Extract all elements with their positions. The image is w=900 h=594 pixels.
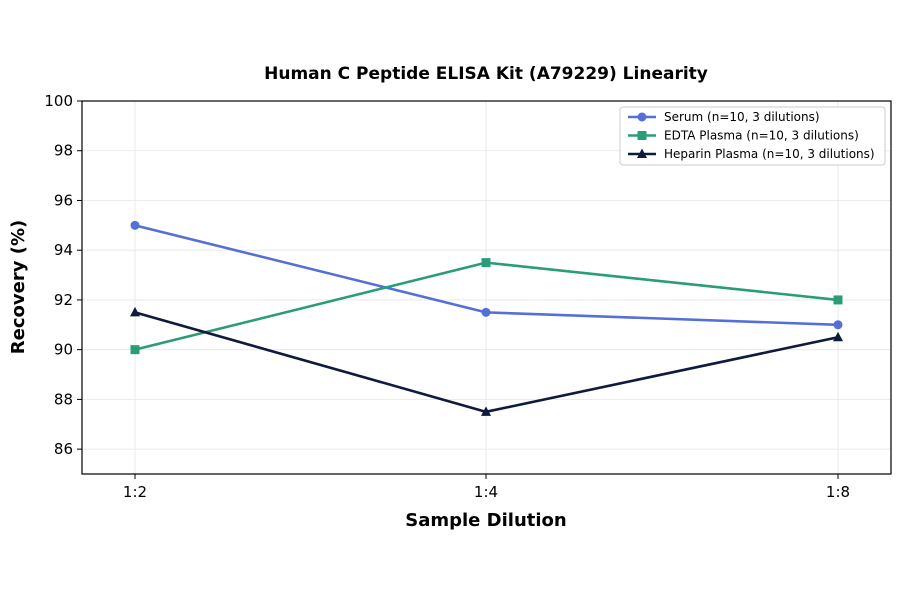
legend-marker [637,131,647,140]
series-2 [130,258,843,355]
y-tick-label: 92 [54,291,73,309]
legend: Serum (n=10, 3 dilutions) EDTA Plasma (n=… [619,106,886,166]
series-line [134,261,839,351]
y-tick-label: 96 [54,191,73,209]
series-1 [130,220,843,330]
legend-box [619,106,886,166]
data-point [130,306,140,317]
legend-entry: Serum (n=10, 3 dilutions) [628,110,820,124]
data-point [481,406,491,416]
series-layer [130,220,843,416]
y-tick-label: 86 [54,440,73,458]
legend-label: Heparin Plasma (n=10, 3 dilutions) [664,147,875,161]
legend-label: Serum (n=10, 3 dilutions) [664,110,820,124]
legend-marker [637,112,647,122]
x-tick-label: 1:8 [826,483,850,501]
legend-marker [637,148,647,158]
x-tick-label: 1:4 [474,483,498,501]
data-point [130,220,140,230]
series-line [134,311,839,414]
data-point [833,331,843,342]
legend-entry: Heparin Plasma (n=10, 3 dilutions) [628,147,875,161]
y-tick-label: 100 [44,92,73,110]
data-point [833,295,843,305]
x-axis-label: Sample Dilution [405,510,566,531]
data-point [833,320,843,330]
y-tick-label: 94 [54,241,73,259]
series-3 [130,306,843,416]
x-axis-ticks: 1:2 1:4 1:8 [123,474,850,501]
data-point [481,258,491,268]
y-tick-label: 98 [54,142,73,160]
legend-label: EDTA Plasma (n=10, 3 dilutions) [664,129,859,143]
y-tick-label: 88 [54,390,73,408]
data-point [481,307,491,317]
legend-entry: EDTA Plasma (n=10, 3 dilutions) [628,129,859,143]
x-tick-label: 1:2 [123,483,147,501]
y-axis-ticks: 86 88 90 92 94 96 98 100 [44,92,82,458]
y-tick-label: 90 [54,341,73,359]
y-axis-label: Recovery (%) [8,220,29,354]
data-point [130,345,140,355]
chart-title: Human C Peptide ELISA Kit (A79229) Linea… [264,64,708,84]
